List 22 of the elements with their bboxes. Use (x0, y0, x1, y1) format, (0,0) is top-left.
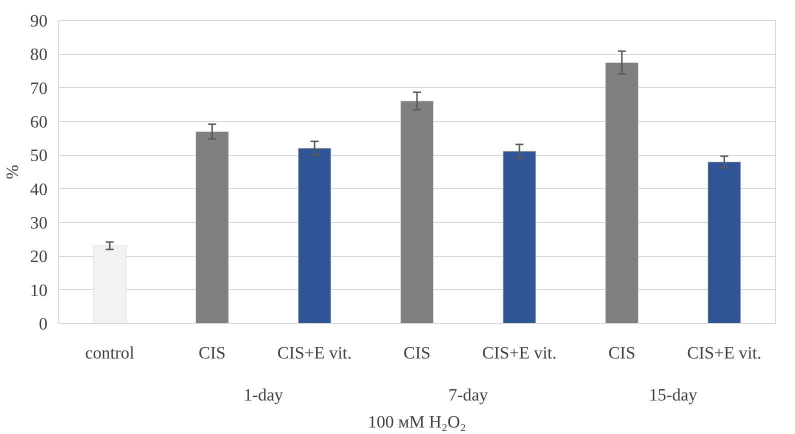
x-tick-label: CIS (404, 344, 430, 362)
y-tick-label: 10 (30, 280, 48, 300)
x-tick-label: CIS (608, 344, 636, 362)
x-tick-label: CIS (198, 344, 226, 362)
y-tick-label: 70 (30, 78, 48, 98)
y-tick-label: 90 (30, 12, 48, 30)
y-tick-label: 60 (30, 112, 48, 132)
text: 7-day (448, 386, 488, 404)
y-tick-label: 40 (30, 180, 48, 199)
y-tick-label: 0 (38, 314, 48, 334)
y-tick-label: 20 (30, 247, 48, 266)
x-tick-label: control (85, 344, 134, 362)
x-tick-label: CIS+E vit. (687, 344, 762, 362)
x-tick-label: CIS+E vit. (482, 344, 557, 362)
x-tick-label: CIS+E vit. (277, 344, 352, 362)
y-axis-title: % (3, 164, 22, 180)
x-axis-title: 100 мМ H₂O₂ (368, 412, 466, 432)
text: 1-day (244, 386, 284, 404)
y-tick-label: 50 (30, 146, 48, 166)
y-tick-label: 30 (30, 214, 48, 232)
y-tick-label: 80 (30, 45, 48, 64)
text: 15-day (649, 386, 698, 404)
